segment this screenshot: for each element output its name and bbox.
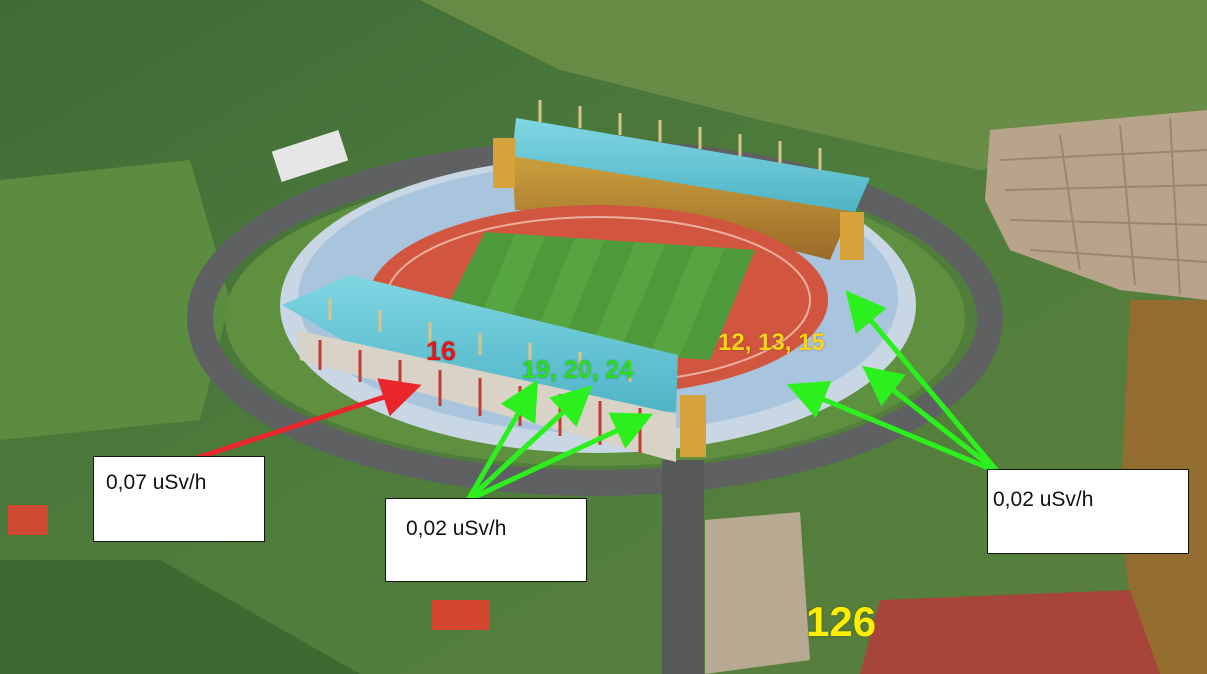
green-arrow-to-24 <box>466 412 654 503</box>
front-roof-masts <box>328 298 632 382</box>
field-patch-bottom-left <box>0 560 360 674</box>
paddy-grid-lines <box>999 117 1207 296</box>
green-arrow-to-20 <box>466 385 593 502</box>
callout-text-green-right: 0,02 uSv/h <box>993 488 1094 511</box>
callout-box-green-left: 0,02 uSv/h <box>385 498 587 582</box>
zone-label-126: 126 <box>806 598 877 645</box>
pitch-stripes <box>470 234 725 356</box>
top-roof <box>512 118 870 212</box>
callout-box-green-right: 0,02 uSv/h <box>987 469 1189 554</box>
field-patch-left <box>0 160 230 440</box>
stadium-facade <box>296 330 676 462</box>
rice-paddies-top <box>420 0 1207 170</box>
access-road <box>662 460 704 674</box>
entrance-tower-front <box>680 395 706 457</box>
entrance-tower-right <box>840 212 864 260</box>
zone-label-19-20-24: 19, 20, 24 <box>522 356 634 384</box>
callout-text-green-left: 0,02 uSv/h <box>406 517 507 540</box>
callout-box-red: 0,07 uSv/h <box>93 456 265 542</box>
red-field-bottom-right <box>860 590 1160 674</box>
zone-label-16: 16 <box>426 336 457 366</box>
green-arrow-to-12 <box>786 381 999 475</box>
zone-label-12-13-15: 12, 13, 15 <box>718 329 825 356</box>
red-arrow-to-16 <box>171 378 422 469</box>
green-arrow-to-15 <box>845 290 1000 474</box>
house-bottom <box>432 600 490 630</box>
entrance-tower-top-left <box>493 138 515 188</box>
roof-masts <box>538 100 822 170</box>
bare-ground-lot <box>705 512 810 674</box>
house-left <box>8 505 48 535</box>
green-arrow-to-19 <box>465 379 539 502</box>
green-arrow-to-13 <box>862 365 1000 474</box>
building-top-left <box>271 129 349 183</box>
callout-text-red: 0,07 uSv/h <box>106 471 207 494</box>
